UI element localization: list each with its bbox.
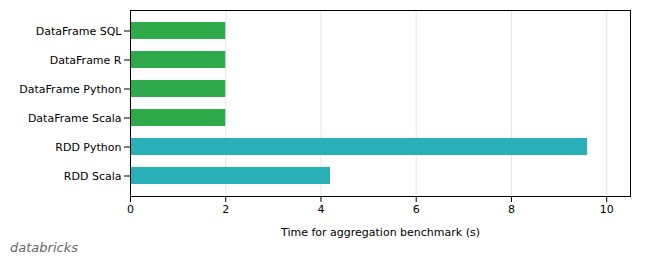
svg-text:DataFrame SQL: DataFrame SQL xyxy=(36,25,123,38)
svg-text:RDD Scala: RDD Scala xyxy=(64,170,122,183)
svg-text:10: 10 xyxy=(600,203,614,216)
svg-text:2: 2 xyxy=(222,203,229,216)
svg-text:0: 0 xyxy=(127,203,134,216)
svg-text:Time for aggregation benchmark: Time for aggregation benchmark (s) xyxy=(280,226,480,239)
svg-text:DataFrame R: DataFrame R xyxy=(50,54,122,67)
svg-text:6: 6 xyxy=(413,203,420,216)
svg-text:8: 8 xyxy=(508,203,515,216)
svg-text:4: 4 xyxy=(317,203,324,216)
svg-text:DataFrame Scala: DataFrame Scala xyxy=(28,112,122,125)
html-text:databricks: databricks xyxy=(10,240,78,255)
svg-text:RDD Python: RDD Python xyxy=(55,141,121,154)
svg-text:DataFrame Python: DataFrame Python xyxy=(19,83,121,96)
